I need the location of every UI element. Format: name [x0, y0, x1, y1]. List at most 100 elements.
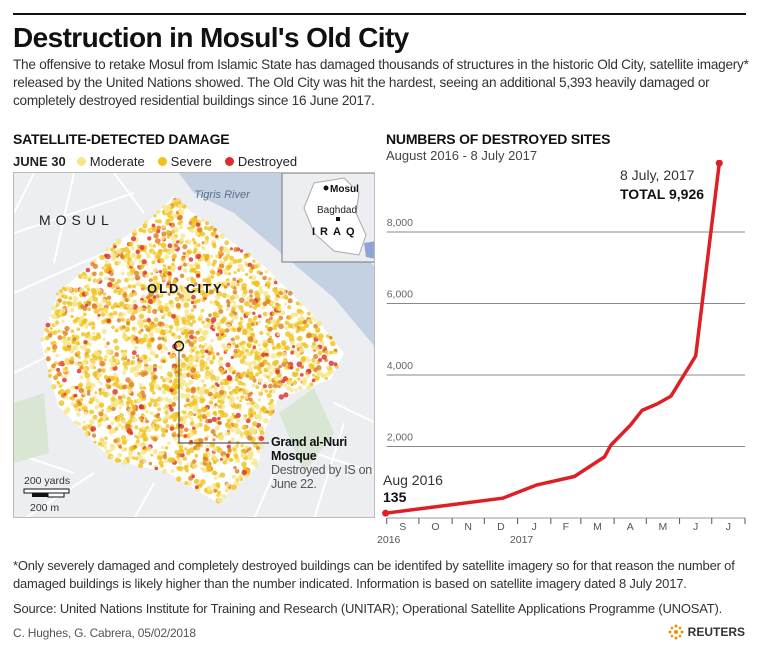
y-tick-label: 6,000	[387, 289, 413, 301]
damage-dot	[113, 288, 118, 294]
damage-dot	[133, 365, 140, 372]
damage-dot	[287, 315, 292, 320]
damage-dot	[232, 277, 237, 282]
damage-dot	[119, 382, 124, 387]
damage-dot	[148, 243, 153, 248]
damage-dot	[234, 344, 239, 349]
damage-dot	[177, 287, 182, 291]
damage-dot	[153, 323, 158, 328]
chart-subtitle: August 2016 - 8 July 2017	[386, 148, 538, 163]
damage-dot	[91, 325, 96, 330]
damage-dot	[216, 272, 221, 277]
damage-dot	[212, 459, 217, 464]
damage-dot	[254, 292, 261, 299]
page-title: Destruction in Mosul's Old City	[13, 22, 409, 53]
damage-dot	[139, 270, 143, 275]
damage-dot	[73, 393, 78, 398]
damage-dot	[103, 446, 107, 450]
damage-dot	[91, 433, 97, 438]
damage-dot	[121, 393, 126, 397]
damage-dot	[68, 296, 73, 301]
y-tick-label: 2,000	[387, 432, 413, 444]
damage-dot	[152, 267, 159, 273]
damage-dot	[116, 414, 121, 420]
damage-dot	[135, 354, 140, 358]
svg-text:200 yards: 200 yards	[24, 475, 70, 487]
damage-dot	[226, 254, 230, 258]
damage-dot	[256, 355, 262, 361]
damage-dot	[126, 321, 130, 325]
damage-dot	[200, 231, 206, 237]
damage-dot	[164, 209, 169, 214]
damage-dot	[273, 278, 277, 282]
damage-dot	[232, 342, 236, 346]
damage-dot	[213, 410, 217, 415]
damage-dot	[97, 372, 103, 377]
damage-dot	[247, 411, 254, 417]
damage-dot	[90, 359, 97, 366]
damage-dot	[246, 322, 252, 328]
damage-dot	[55, 320, 60, 325]
damage-dot	[138, 323, 145, 329]
damage-dot	[143, 355, 148, 360]
damage-dot	[257, 320, 261, 324]
damage-dot	[93, 366, 97, 370]
damage-dot	[291, 345, 296, 349]
damage-dot	[171, 367, 176, 371]
damage-dot	[85, 267, 91, 273]
damage-dot	[137, 330, 142, 335]
damage-dot	[134, 274, 141, 281]
damage-dot	[142, 458, 147, 464]
damage-dot	[69, 356, 75, 362]
damage-dot	[231, 316, 236, 321]
damage-dot	[110, 375, 116, 381]
damage-dot	[157, 219, 162, 224]
damage-dot	[78, 387, 84, 393]
damage-dot	[58, 310, 63, 315]
damage-dot	[329, 350, 333, 355]
damage-dot	[142, 319, 147, 323]
damage-dot	[196, 253, 202, 259]
damage-dot	[128, 408, 133, 413]
damage-dot	[278, 364, 283, 369]
damage-dot	[116, 279, 122, 284]
damage-dot	[224, 432, 229, 437]
damage-dot	[202, 298, 206, 303]
damage-dot	[259, 330, 264, 336]
damage-dot	[293, 350, 298, 355]
damage-dot	[257, 343, 261, 347]
damage-dot	[178, 448, 185, 455]
damage-dot	[176, 466, 181, 470]
damage-dot	[216, 281, 222, 288]
damage-dot	[280, 345, 285, 351]
damage-dot	[124, 298, 129, 303]
damage-dot	[299, 373, 304, 377]
damage-dot	[145, 425, 149, 429]
damage-dot	[110, 305, 115, 310]
damage-dot	[87, 389, 91, 394]
damage-dot	[126, 308, 133, 314]
damage-dot	[70, 329, 75, 333]
mosque-note: Destroyed by IS on June 22.	[271, 463, 372, 491]
damage-dot	[104, 355, 108, 360]
damage-dot	[112, 389, 118, 395]
damage-dot	[163, 247, 168, 253]
damage-dot	[290, 312, 296, 318]
damage-dot	[84, 432, 88, 436]
damage-dot	[183, 404, 188, 408]
damage-dot	[96, 316, 100, 320]
damage-dot	[201, 320, 206, 325]
damage-dot	[297, 317, 302, 322]
x-tick-label: A	[627, 521, 634, 533]
damage-dot	[212, 447, 218, 453]
damage-dot	[63, 347, 69, 352]
damage-dot	[218, 367, 223, 372]
damage-dot	[205, 407, 209, 411]
damage-dot	[183, 302, 190, 308]
damage-dot	[193, 413, 197, 417]
damage-dot	[217, 497, 223, 503]
damage-dot	[237, 353, 242, 358]
damage-dot	[86, 307, 92, 312]
damage-dot	[199, 289, 206, 296]
damage-dot	[175, 197, 181, 203]
